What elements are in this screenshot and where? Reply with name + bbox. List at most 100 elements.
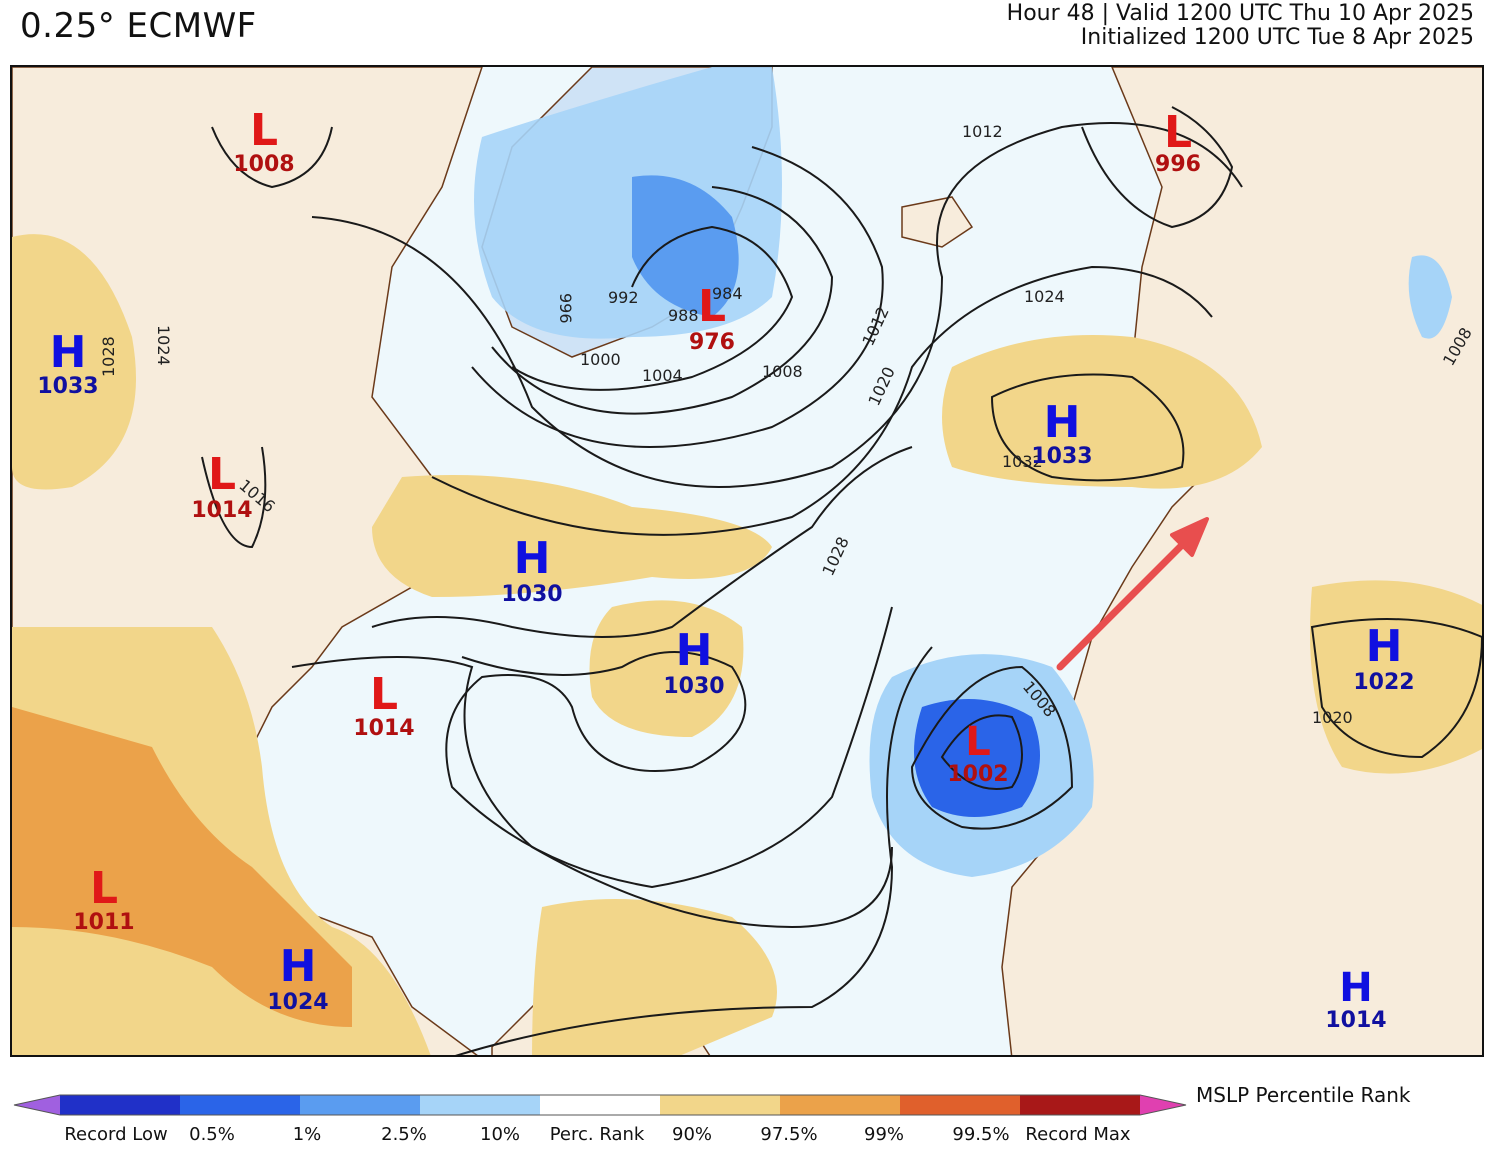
legend-label: 90% xyxy=(671,1124,713,1145)
legend-swatch-record-max xyxy=(1140,1095,1186,1115)
legend-swatch xyxy=(300,1095,421,1115)
svg-text:H: H xyxy=(50,327,87,378)
isobar-996 xyxy=(491,186,834,415)
legend-swatch xyxy=(180,1095,301,1115)
high-center: H 1022 xyxy=(1353,621,1414,695)
shade-97-gulf xyxy=(12,707,352,1027)
shade-high-west xyxy=(12,234,136,490)
low-center: L 1002 xyxy=(947,719,1008,787)
svg-text:H: H xyxy=(1366,621,1403,672)
contour-label: 1012 xyxy=(858,304,892,349)
svg-text:1014: 1014 xyxy=(191,498,252,523)
legend-label: 2.5% xyxy=(381,1124,427,1145)
svg-text:1033: 1033 xyxy=(37,374,98,399)
svg-text:1011: 1011 xyxy=(73,910,134,935)
svg-text:1033: 1033 xyxy=(1031,444,1092,469)
svg-text:976: 976 xyxy=(689,330,735,355)
contour-label: 1032 xyxy=(1002,452,1043,471)
svg-text:L: L xyxy=(370,669,398,720)
forecast-map[interactable]: 1012 1024 1012 1020 1028 1008 1004 1000 … xyxy=(10,65,1484,1057)
legend-title: MSLP Percentile Rank xyxy=(1196,1083,1411,1107)
legend-colorbar xyxy=(13,1094,1187,1116)
legend-swatches xyxy=(13,1094,1187,1116)
legend-label: 10% xyxy=(479,1124,521,1145)
contour-label: 992 xyxy=(608,288,639,307)
legend-swatch xyxy=(540,1095,661,1115)
shade-high-1033-europe xyxy=(942,335,1262,489)
isobar-1020-east xyxy=(1310,618,1482,759)
legend-labels: Record Low 0.5% 1% 2.5% 10% Perc. Rank 9… xyxy=(0,1124,1500,1150)
svg-text:L: L xyxy=(250,105,278,156)
legend-swatch xyxy=(780,1095,901,1115)
high-center: H 1014 xyxy=(1325,965,1386,1033)
svg-text:L: L xyxy=(965,719,991,765)
map-title: 0.25° ECMWF xyxy=(20,6,257,46)
svg-text:L: L xyxy=(90,863,118,914)
low-center: L 976 xyxy=(689,281,735,355)
isobar-1012 xyxy=(311,122,1243,488)
legend-label: 97.5% xyxy=(760,1124,818,1145)
shade-high-south xyxy=(532,899,777,1055)
isobar-1032 xyxy=(990,373,1185,482)
contour-label: 996 xyxy=(556,293,575,324)
contour-label: 1020 xyxy=(1312,708,1353,727)
legend-label: 99.5% xyxy=(952,1124,1010,1145)
low-center: L 1008 xyxy=(233,105,294,177)
contour-label: 988 xyxy=(668,306,699,325)
low-center: L 996 xyxy=(1155,107,1201,177)
init-time-label: Initialized 1200 UTC Tue 8 Apr 2025 xyxy=(1080,25,1474,50)
contour-label: 1028 xyxy=(818,534,852,579)
svg-text:1014: 1014 xyxy=(353,716,414,741)
shade-low-976 xyxy=(632,175,739,317)
svg-text:H: H xyxy=(514,533,551,584)
shade-high-1030-east xyxy=(589,600,744,737)
legend-label: Perc. Rank xyxy=(549,1124,645,1145)
contour-label: 1024 xyxy=(154,325,173,366)
annotation-arrow xyxy=(1056,517,1209,671)
contour-label: 1028 xyxy=(99,336,118,377)
high-center: H 1030 xyxy=(663,625,724,699)
shade-high-1030-west xyxy=(372,475,772,597)
svg-text:996: 996 xyxy=(1155,152,1201,177)
isobar-1004 xyxy=(471,146,884,448)
legend-border xyxy=(13,1094,1187,1116)
legend-swatch xyxy=(420,1095,541,1115)
run-info: Hour 48 | Valid 1200 UTC Thu 10 Apr 2025… xyxy=(1007,2,1474,50)
percentile-shading xyxy=(12,67,1482,1055)
svg-text:H: H xyxy=(1339,965,1372,1011)
legend-swatch xyxy=(660,1095,781,1115)
legend-swatch-record-low xyxy=(14,1095,60,1115)
isobar-1008-canada xyxy=(211,126,333,189)
high-center: H 1033 xyxy=(37,327,98,399)
svg-text:1022: 1022 xyxy=(1353,670,1414,695)
low-center: L 1014 xyxy=(191,449,252,523)
isobar-1008-low xyxy=(910,665,1074,830)
legend-label: Record Low xyxy=(64,1124,168,1145)
isobar-1004-low xyxy=(940,714,1023,790)
contour-label: 1000 xyxy=(580,350,621,369)
svg-text:1030: 1030 xyxy=(501,582,562,607)
svg-text:L: L xyxy=(698,281,726,332)
isobar-1020 xyxy=(431,265,1213,536)
legend-swatch xyxy=(60,1095,181,1115)
legend-label: Record Max xyxy=(1025,1124,1131,1145)
eurasia-africa-land xyxy=(1001,67,1482,1055)
high-center: H 1030 xyxy=(501,533,562,607)
valid-time-label: Hour 48 | Valid 1200 UTC Thu 10 Apr 2025 xyxy=(1006,1,1474,26)
svg-text:1002: 1002 xyxy=(947,762,1008,787)
legend-label: 1% xyxy=(292,1124,322,1145)
svg-text:1014: 1014 xyxy=(1325,1008,1386,1033)
map-canvas: 1012 1024 1012 1020 1028 1008 1004 1000 … xyxy=(12,67,1482,1055)
legend-label: 99% xyxy=(863,1124,905,1145)
svg-text:L: L xyxy=(1164,107,1192,158)
isobar-layer xyxy=(201,106,1482,1055)
contour-label: 984 xyxy=(712,284,743,303)
low-center: L 1011 xyxy=(73,863,134,935)
contour-label: 1020 xyxy=(864,364,898,409)
svg-text:1024: 1024 xyxy=(267,990,328,1015)
svg-text:H: H xyxy=(280,941,317,992)
svg-text:H: H xyxy=(1044,397,1081,448)
isobar-988 xyxy=(511,225,794,391)
high-center: H 1024 xyxy=(267,941,328,1015)
contour-label: 1012 xyxy=(962,122,1003,141)
